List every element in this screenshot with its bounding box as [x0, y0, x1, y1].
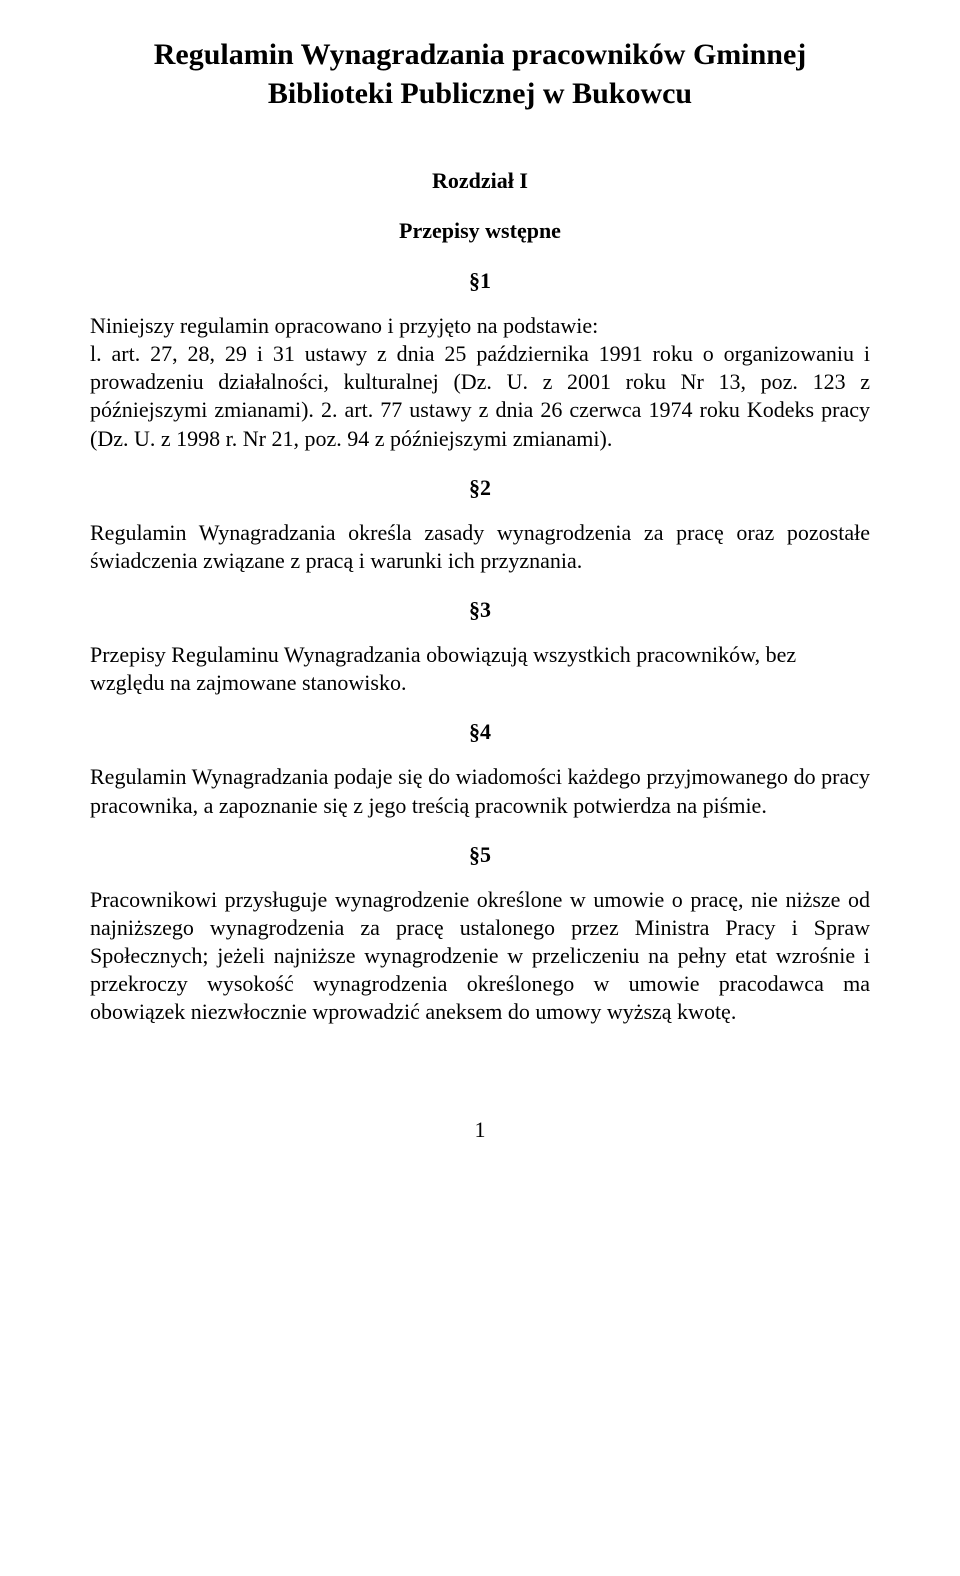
title-line-2: Biblioteki Publicznej w Bukowcu [268, 77, 692, 110]
section-5-number: §5 [90, 842, 870, 868]
subchapter-heading: Przepisy wstępne [90, 218, 870, 244]
section-1-intro: Niniejszy regulamin opracowano i przyjęt… [90, 312, 870, 340]
chapter-heading: Rozdział I [90, 168, 870, 194]
section-1-body: l. art. 27, 28, 29 i 31 ustawy z dnia 25… [90, 340, 870, 453]
section-1-number: §1 [90, 268, 870, 294]
section-4-number: §4 [90, 719, 870, 745]
document-title: Regulamin Wynagradzania pracowników Gmin… [90, 35, 870, 113]
section-3-number: §3 [90, 597, 870, 623]
section-3-body: Przepisy Regulaminu Wynagradzania obowią… [90, 641, 870, 697]
page-number: 1 [90, 1117, 870, 1143]
section-2-number: §2 [90, 475, 870, 501]
section-5-body: Pracownikowi przysługuje wynagrodzenie o… [90, 886, 870, 1027]
title-line-1: Regulamin Wynagradzania pracowników Gmin… [154, 38, 807, 71]
section-4-body: Regulamin Wynagradzania podaje się do wi… [90, 763, 870, 819]
document-page: Regulamin Wynagradzania pracowników Gmin… [0, 0, 960, 1143]
section-2-body: Regulamin Wynagradzania określa zasady w… [90, 519, 870, 575]
